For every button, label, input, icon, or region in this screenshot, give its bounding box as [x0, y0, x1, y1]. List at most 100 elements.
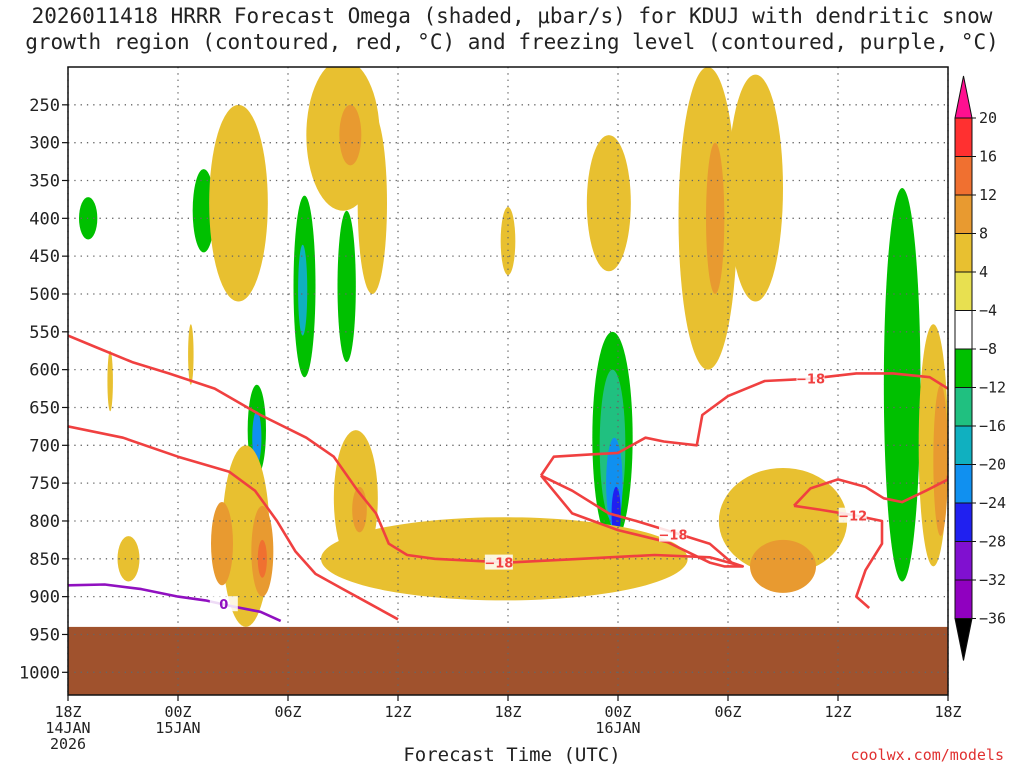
x-axis-label: Forecast Time (UTC): [403, 744, 621, 766]
contour-lines: −18 −18 −18 −12 0: [68, 334, 948, 623]
colorbar-segment: [954, 156, 973, 196]
omega-region: [298, 244, 308, 336]
omega-region: [135, 150, 173, 257]
omega-region: [357, 112, 388, 294]
y-tick-label: 950: [29, 625, 60, 645]
contour-label-bg: [796, 370, 825, 386]
omega-region: [117, 536, 140, 582]
colorbar-label: 12: [979, 186, 997, 204]
colorbar-segment: [954, 464, 973, 504]
omega-region: [924, 67, 948, 257]
dendritic-contour: [539, 474, 744, 568]
contour-label-bg: [838, 507, 867, 523]
y-tick-label: 300: [29, 134, 60, 154]
colorbar-segment: [954, 348, 973, 388]
y-tick-label: 650: [29, 398, 60, 418]
x-tick-label: 15JAN: [155, 719, 200, 737]
omega-region: [252, 411, 262, 465]
y-tick-label: 750: [29, 474, 60, 494]
omega-region: [718, 468, 848, 574]
x-tick-label: 00Z: [604, 703, 631, 721]
colorbar-label: −28: [979, 533, 1006, 551]
contour-label: −18: [796, 373, 825, 388]
omega-region: [339, 104, 362, 166]
y-tick-label: 500: [29, 285, 60, 305]
colorbar-segment: [954, 502, 973, 542]
colorbar-segment: [954, 117, 973, 157]
contour-label-bg: [484, 554, 513, 570]
x-tick-label: 16JAN: [595, 719, 640, 737]
colorbar-label: 20: [979, 109, 997, 127]
x-tick-label: 00Z: [164, 703, 191, 721]
y-tick-label: 250: [29, 96, 60, 116]
colorbar-label: −20: [979, 456, 1006, 474]
chart-title-line-1: 2026011418 HRRR Forecast Omega (shaded, …: [31, 4, 993, 28]
omega-region: [500, 206, 516, 276]
omega-region: [209, 104, 268, 302]
omega-region: [728, 74, 783, 302]
contour-label: 0: [219, 598, 228, 613]
colorbar-segment: [954, 541, 973, 581]
colorbar-label: −32: [979, 571, 1006, 589]
chart-title-line-2: growth region (contoured, red, °C) and f…: [25, 30, 999, 54]
dendritic-contour: [793, 504, 884, 609]
omega-region: [107, 350, 113, 412]
colorbar-label: 16: [979, 148, 997, 166]
omega-region: [192, 169, 215, 253]
dendritic-contour: [793, 475, 948, 507]
x-tick-label: 18Z: [934, 703, 961, 721]
x-tick-label: 18Z: [54, 703, 81, 721]
y-tick-label: 700: [29, 436, 60, 456]
dendritic-contour: [68, 334, 744, 568]
x-tick-label: 2026: [50, 735, 86, 753]
x-tick-label: 12Z: [824, 703, 851, 721]
x-tick-label: 06Z: [714, 703, 741, 721]
colorbar-label: 4: [979, 263, 988, 281]
colorbar-label: −4: [979, 302, 997, 320]
contour-label: −18: [659, 529, 688, 544]
contour-label: −12: [838, 510, 867, 525]
omega-region: [211, 502, 233, 586]
colorbar-top-arrow: [954, 75, 973, 119]
colorbar-label: 8: [979, 225, 988, 243]
colorbar-bottom-arrow: [954, 618, 973, 661]
omega-region: [933, 384, 948, 537]
terrain-fill: [68, 626, 948, 695]
y-tick-label: 400: [29, 209, 60, 229]
colorbar: 20 16 12 8 4 −4 −8 −12 −16 −20 −24 −28 −32 −36: [954, 75, 1006, 661]
colorbar-segment: [954, 425, 973, 465]
x-tick-label: 14JAN: [45, 719, 90, 737]
colorbar-segment: [954, 579, 973, 619]
colorbar-label: −36: [979, 610, 1006, 628]
x-tick-label: 06Z: [274, 703, 301, 721]
y-tick-label: 1000: [19, 663, 60, 683]
omega-region: [883, 188, 921, 582]
omega-region: [303, 0, 351, 59]
omega-shading: [77, 0, 948, 627]
colorbar-label: −8: [979, 340, 997, 358]
omega-region: [814, 127, 844, 431]
omega-region: [706, 142, 725, 294]
y-tick-label: 450: [29, 247, 60, 267]
omega-region: [750, 539, 816, 593]
omega-region: [337, 210, 356, 363]
source-watermark: coolwx.com/models: [850, 746, 1004, 764]
freezing-level-contour: [68, 583, 282, 623]
y-tick-label: 600: [29, 361, 60, 381]
colorbar-label: −16: [979, 417, 1006, 435]
contour-label: −18: [484, 557, 513, 572]
contour-label-bg: [659, 526, 687, 542]
omega-region: [586, 135, 631, 272]
colorbar-segment: [954, 310, 973, 350]
dendritic-contour: [68, 425, 399, 621]
dendritic-contour: [539, 372, 948, 477]
colorbar-segment: [954, 233, 973, 273]
omega-region: [371, 0, 389, 44]
x-tick-label: 18Z: [494, 703, 521, 721]
colorbar-label: −12: [979, 379, 1006, 397]
omega-region: [257, 539, 267, 578]
colorbar-segment: [954, 194, 973, 234]
y-tick-label: 800: [29, 512, 60, 532]
x-tick-label: 12Z: [384, 703, 411, 721]
